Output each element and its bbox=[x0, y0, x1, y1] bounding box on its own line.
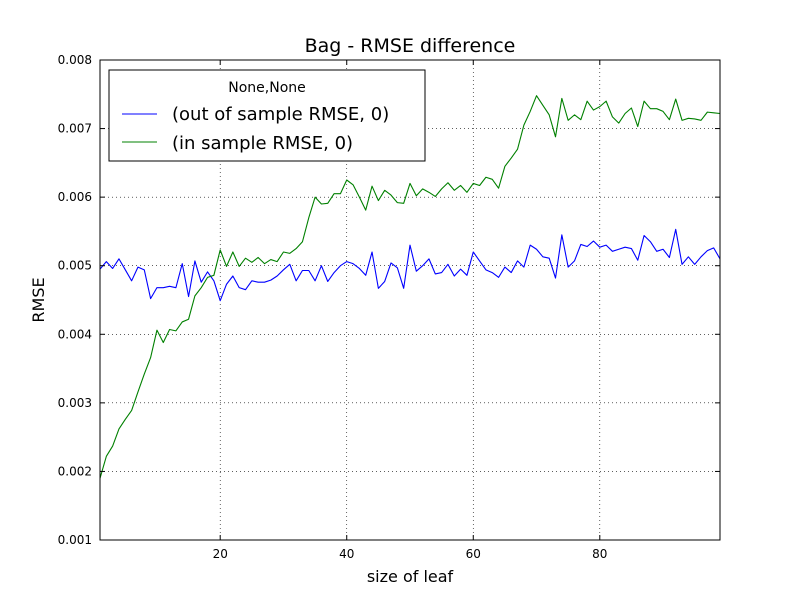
series-layer bbox=[99, 95, 721, 479]
series-line-out-of-sample bbox=[99, 228, 721, 302]
legend-label-in-sample: (in sample RMSE, 0) bbox=[172, 133, 353, 154]
x-tick-label: 20 bbox=[213, 547, 228, 561]
legend-label-out-of-sample: (out of sample RMSE, 0) bbox=[172, 104, 389, 125]
legend-title: None,None bbox=[228, 80, 306, 96]
plot-frame bbox=[99, 59, 721, 541]
legend-box bbox=[108, 69, 426, 162]
y-tick-label: 0.008 bbox=[58, 53, 92, 67]
x-tick-label: 60 bbox=[466, 547, 481, 561]
series-line-in-sample bbox=[99, 95, 721, 479]
y-tick-label: 0.006 bbox=[58, 190, 92, 204]
x-axis-label: size of leaf bbox=[367, 567, 454, 586]
x-tick-label: 40 bbox=[339, 547, 354, 561]
ticks: 20 40 60 80 0.001 0.002 0.003 0.004 0.005 0.006 0.… bbox=[58, 53, 720, 561]
y-tick-label: 0.002 bbox=[58, 464, 92, 478]
y-axis-label: RMSE bbox=[29, 277, 48, 322]
y-tick-label: 0.007 bbox=[58, 122, 92, 136]
y-tick-label: 0.001 bbox=[58, 533, 92, 547]
chart-title: Bag - RMSE difference bbox=[305, 35, 516, 57]
y-tick-label: 0.003 bbox=[58, 396, 92, 410]
y-tick-label: 0.004 bbox=[58, 327, 92, 341]
legend: None,None (out of sample RMSE, 0) (in sa… bbox=[108, 69, 426, 162]
x-tick-label: 80 bbox=[592, 547, 607, 561]
y-tick-label: 0.005 bbox=[58, 259, 92, 273]
